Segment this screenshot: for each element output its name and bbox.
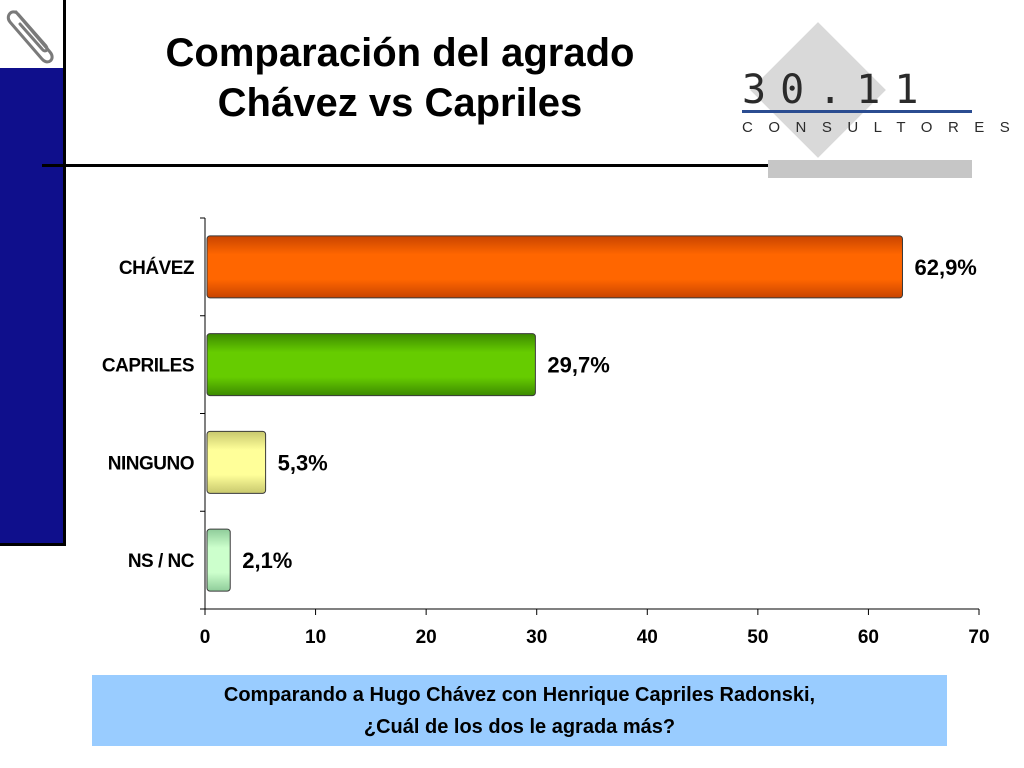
- question-line-1: Comparando a Hugo Chávez con Henrique Ca…: [223, 684, 816, 706]
- bar-2: [206, 430, 267, 494]
- question-box: Comparando a Hugo Chávez con Henrique Ca…: [92, 675, 947, 746]
- x-tick-label: 60: [858, 627, 879, 648]
- category-label: NS / NC: [128, 551, 195, 572]
- side-accent-bar: [0, 68, 66, 546]
- x-tick-label: 10: [305, 627, 326, 648]
- x-tick-label: 20: [416, 627, 437, 648]
- bar-0: [206, 235, 903, 299]
- x-tick-label: 40: [637, 627, 658, 648]
- clip-panel: [0, 0, 66, 68]
- x-tick-label: 0: [200, 627, 211, 648]
- title-line-1: Comparación del agrado: [165, 31, 635, 75]
- logo-underline: [742, 110, 972, 113]
- question-line-2: ¿Cuál de los dos le agrada más?: [363, 716, 676, 738]
- data-label: 5,3%: [278, 450, 328, 475]
- bar-1: [206, 333, 536, 397]
- data-label: 62,9%: [914, 255, 976, 280]
- data-label: 2,1%: [242, 548, 292, 573]
- bar-3: [206, 528, 231, 592]
- category-label: CAPRILES: [102, 356, 194, 377]
- bar-chart: 0 10 20 30 40 50 60 70 CHÁVEZ 62,9% CAPRILES 29,7% N…: [102, 217, 990, 648]
- data-label: 29,7%: [547, 353, 609, 378]
- logo-gray-bar: [768, 160, 972, 178]
- title-divider: [42, 164, 972, 167]
- x-tick-label: 50: [747, 627, 768, 648]
- logo-number: 30.11: [742, 67, 933, 113]
- x-tick-label: 70: [968, 627, 989, 648]
- category-label: NINGUNO: [108, 453, 194, 474]
- paperclip-icon: [6, 10, 54, 64]
- category-label: CHÁVEZ: [119, 257, 195, 279]
- x-tick-label: 30: [526, 627, 547, 648]
- slide-title: Comparación del agrado Chávez vs Caprile…: [100, 28, 700, 128]
- title-line-2: Chávez vs Capriles: [217, 81, 583, 125]
- logo-subtitle: CONSULTORES: [742, 119, 1024, 136]
